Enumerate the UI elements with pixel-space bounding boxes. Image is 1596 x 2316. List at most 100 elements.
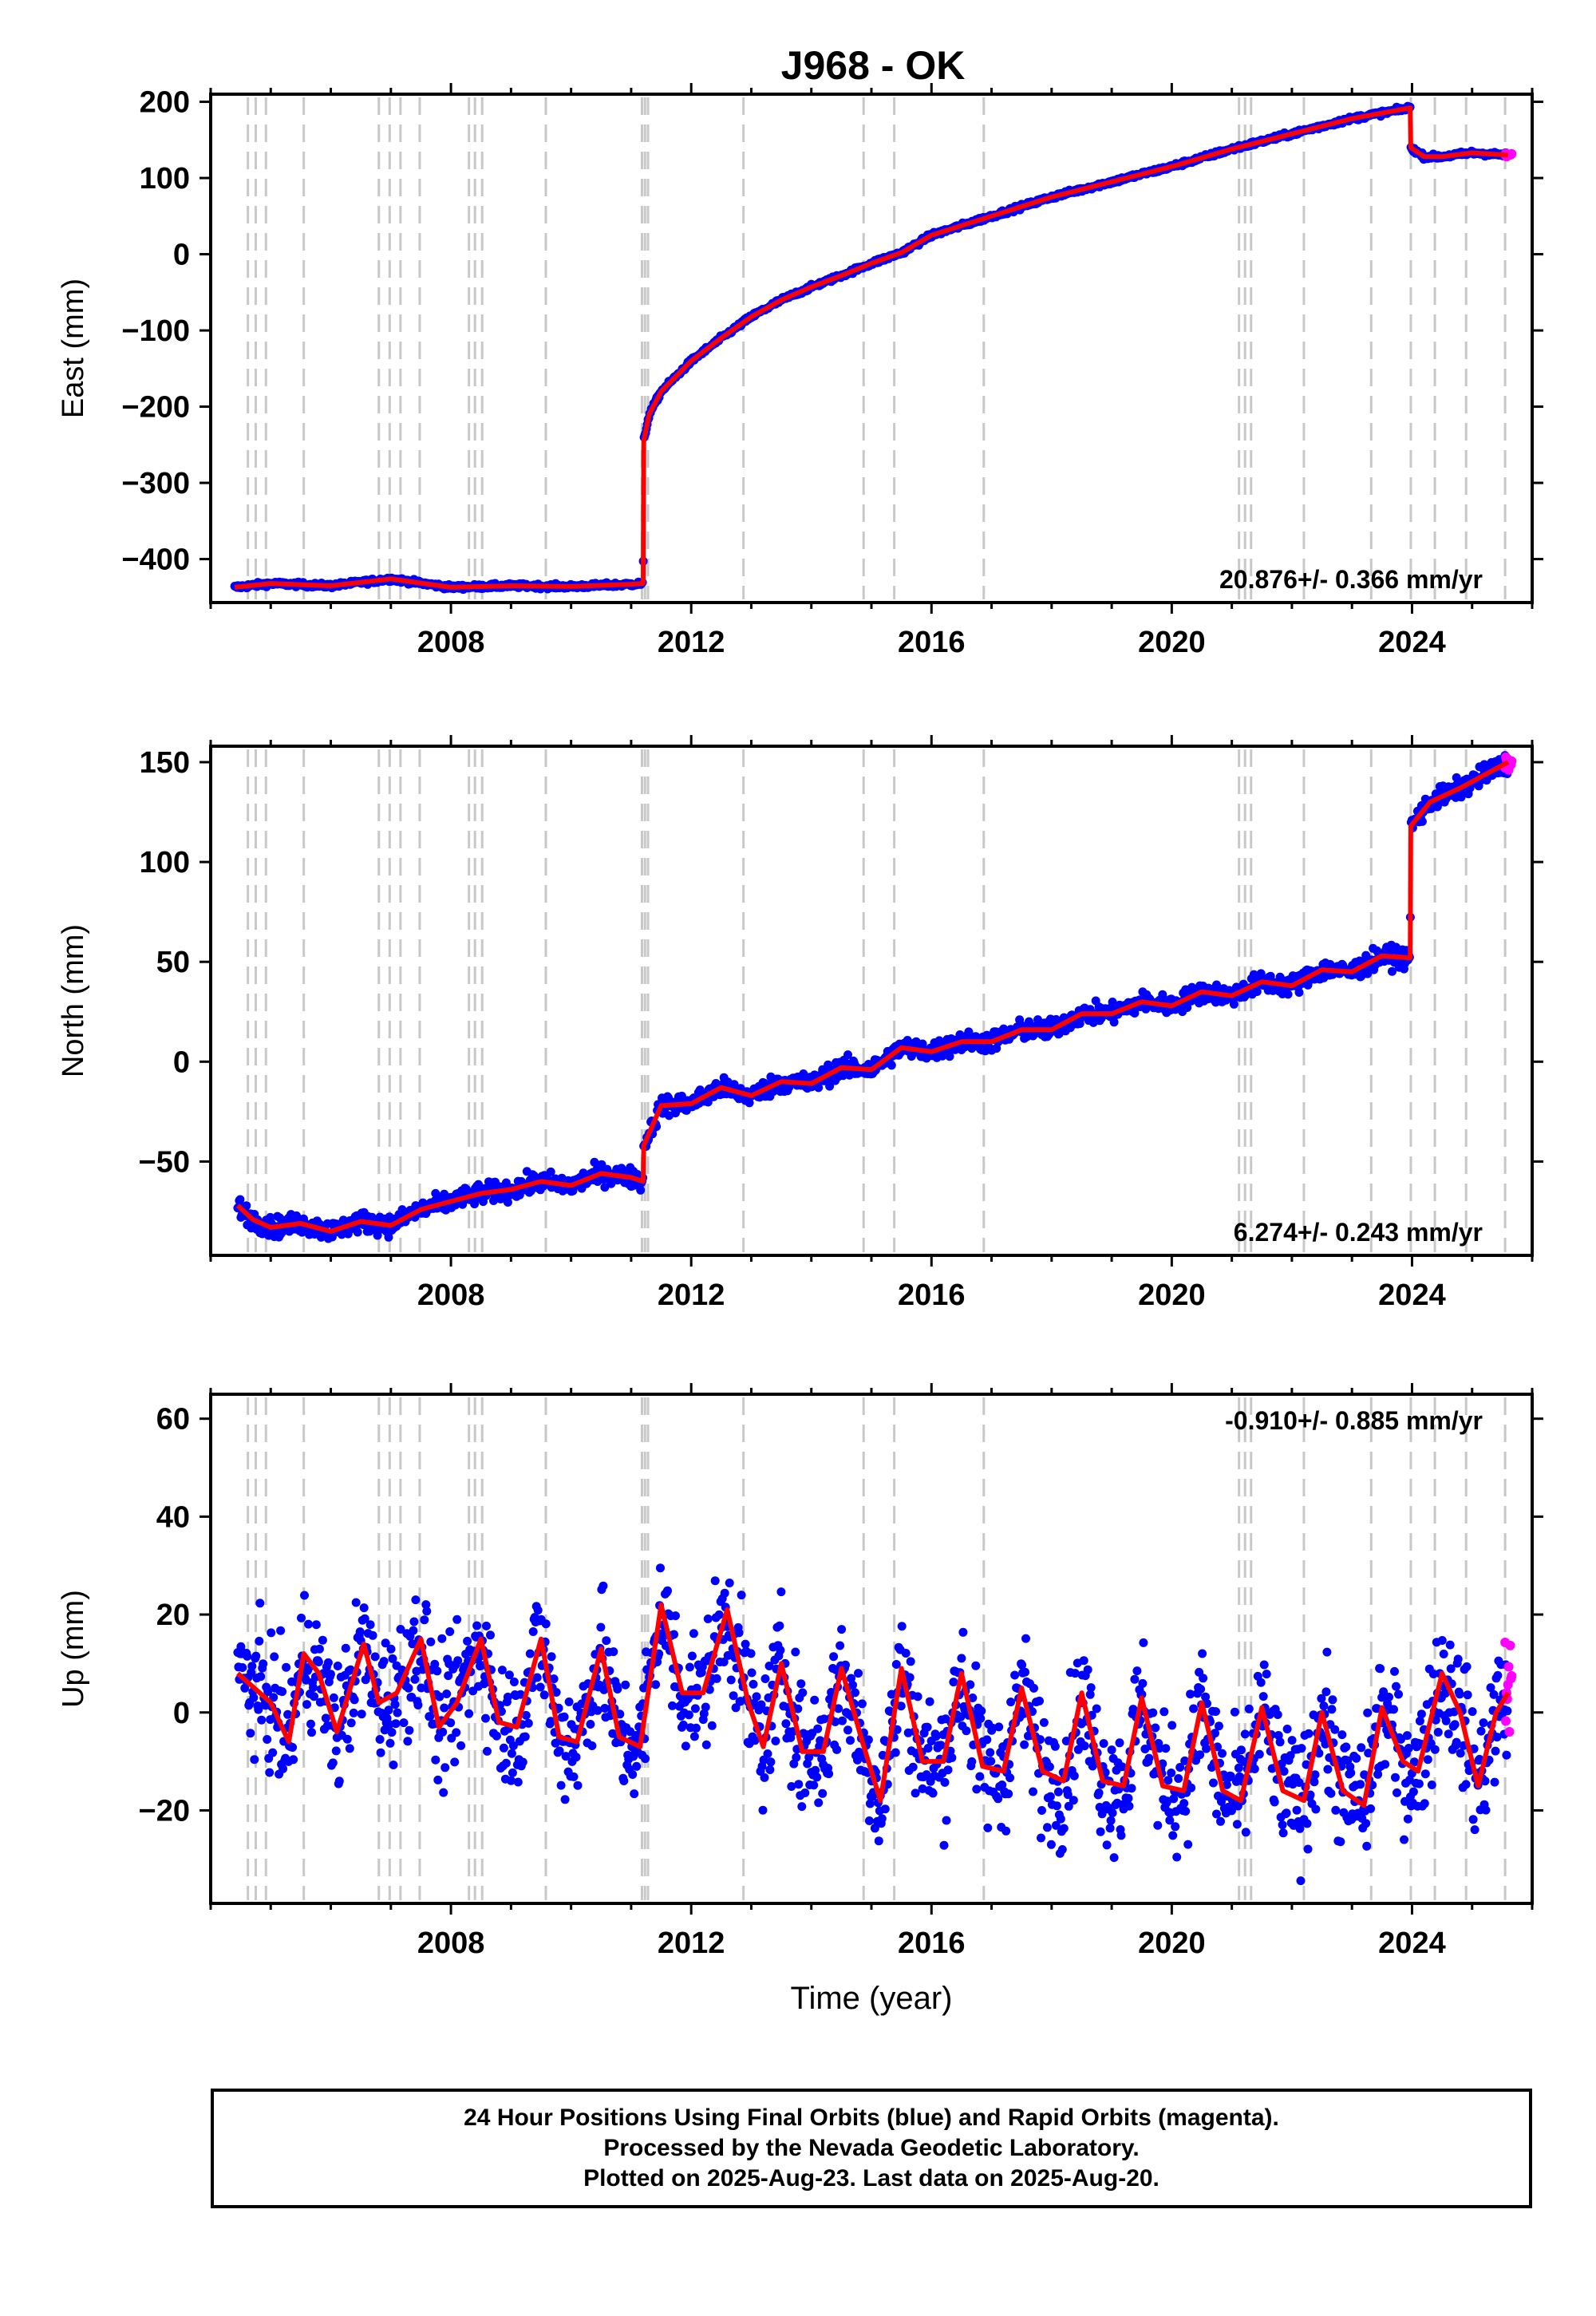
final-orbit-point bbox=[535, 1682, 545, 1692]
final-orbit-point bbox=[323, 1658, 333, 1667]
final-orbit-point bbox=[1230, 1707, 1239, 1717]
final-orbit-point bbox=[812, 1773, 822, 1782]
y-axis-label: North (mm) bbox=[57, 924, 90, 1077]
final-orbit-point bbox=[1099, 1739, 1108, 1749]
final-orbit-point bbox=[791, 1647, 800, 1657]
final-orbit-point bbox=[573, 1780, 583, 1790]
final-orbit-point bbox=[1278, 1820, 1287, 1830]
final-orbit-point bbox=[1341, 1742, 1351, 1752]
final-orbit-point bbox=[1282, 1808, 1291, 1818]
final-orbit-point bbox=[684, 1710, 693, 1720]
final-orbit-point bbox=[1393, 1788, 1401, 1797]
final-orbit-point bbox=[1303, 1844, 1313, 1854]
final-orbit-point bbox=[559, 1712, 569, 1721]
final-orbit-point bbox=[420, 1615, 429, 1625]
final-orbit-point bbox=[734, 1628, 744, 1638]
final-orbit-point bbox=[1106, 1816, 1116, 1825]
final-orbit-point bbox=[238, 1663, 247, 1672]
final-orbit-point bbox=[994, 1722, 1004, 1732]
final-orbit-point bbox=[1139, 1638, 1148, 1647]
final-orbit-point bbox=[1439, 1650, 1448, 1658]
final-orbit-point bbox=[525, 1649, 535, 1658]
final-orbit-point bbox=[1195, 1750, 1205, 1760]
final-orbit-point bbox=[760, 1674, 770, 1683]
final-orbit-point bbox=[1414, 1779, 1424, 1788]
final-orbit-point bbox=[906, 1657, 915, 1666]
final-orbit-point bbox=[440, 1763, 450, 1773]
final-orbit-point bbox=[409, 1617, 419, 1626]
final-orbit-point bbox=[685, 1662, 694, 1672]
final-orbit-point bbox=[311, 1620, 321, 1630]
final-orbit-point bbox=[1039, 1717, 1049, 1727]
final-orbit-point bbox=[426, 1637, 436, 1646]
final-orbit-point bbox=[431, 1755, 440, 1765]
final-orbit-point bbox=[464, 1709, 474, 1718]
final-orbit-point bbox=[1250, 1765, 1259, 1773]
final-orbit-point bbox=[379, 1657, 389, 1666]
final-orbit-point bbox=[1209, 1778, 1218, 1788]
final-orbit-point bbox=[279, 1764, 288, 1773]
final-orbit-point bbox=[560, 1795, 570, 1804]
final-orbit-point bbox=[1270, 1797, 1279, 1807]
y-tick-label: 150 bbox=[140, 746, 190, 780]
final-orbit-point bbox=[1187, 1783, 1196, 1792]
final-orbit-point bbox=[836, 1641, 845, 1650]
final-orbit-point bbox=[309, 1683, 318, 1693]
final-orbit-point bbox=[829, 1652, 839, 1662]
final-orbit-point bbox=[1319, 1701, 1329, 1711]
final-orbit-point bbox=[390, 1700, 400, 1709]
final-orbit-point bbox=[508, 1768, 517, 1777]
y-axis-label: East (mm) bbox=[57, 279, 90, 418]
final-orbit-point bbox=[263, 1735, 272, 1744]
final-orbit-point bbox=[687, 1651, 697, 1661]
x-tick-label: 2024 bbox=[1378, 626, 1446, 659]
final-orbit-point bbox=[569, 1772, 579, 1781]
final-orbit-point bbox=[1244, 1704, 1254, 1713]
final-orbit-point bbox=[913, 1692, 922, 1701]
final-orbit-point bbox=[1259, 1660, 1269, 1670]
final-orbit-point bbox=[710, 1576, 720, 1586]
final-orbit-point bbox=[1153, 1820, 1163, 1830]
final-orbit-point bbox=[798, 1688, 808, 1697]
final-orbit-point bbox=[1262, 1670, 1271, 1679]
final-orbit-point bbox=[1441, 1716, 1451, 1725]
final-orbit-point bbox=[587, 1741, 597, 1750]
final-orbit-point bbox=[726, 1675, 736, 1685]
final-orbit-point bbox=[440, 1703, 449, 1713]
final-orbit-point bbox=[1376, 1664, 1385, 1674]
final-orbit-point bbox=[403, 1737, 413, 1746]
final-orbit-point bbox=[1080, 1741, 1089, 1751]
final-orbit-point bbox=[1450, 1720, 1460, 1729]
final-orbit-point bbox=[967, 1757, 977, 1766]
final-orbit-point bbox=[818, 1788, 828, 1798]
final-orbit-point bbox=[1346, 1768, 1356, 1777]
final-orbit-point bbox=[763, 1749, 772, 1758]
final-orbit-point bbox=[1420, 1799, 1429, 1808]
final-orbit-point bbox=[268, 1748, 278, 1757]
final-orbit-point bbox=[328, 1758, 338, 1768]
final-orbit-point bbox=[341, 1643, 350, 1653]
final-orbit-point bbox=[342, 1734, 352, 1744]
final-orbit-point bbox=[598, 1581, 608, 1591]
final-orbit-point bbox=[1455, 1690, 1464, 1699]
final-orbit-point bbox=[1362, 1841, 1372, 1851]
final-orbit-point bbox=[453, 1656, 463, 1666]
final-orbit-point bbox=[321, 1713, 330, 1723]
final-orbit-point bbox=[1437, 1636, 1447, 1645]
final-orbit-point bbox=[1107, 1745, 1116, 1755]
final-orbit-point bbox=[539, 1690, 549, 1700]
final-orbit-point bbox=[349, 1708, 358, 1717]
final-orbit-point bbox=[1183, 1840, 1193, 1849]
final-orbit-point bbox=[259, 1659, 268, 1669]
final-orbit-point bbox=[326, 1670, 335, 1679]
final-orbit-point bbox=[334, 1777, 344, 1786]
final-orbit-point bbox=[810, 1695, 820, 1705]
final-orbit-point bbox=[1037, 1806, 1046, 1815]
final-orbit-point bbox=[851, 1688, 859, 1697]
final-orbit-point bbox=[1416, 1709, 1426, 1719]
final-orbit-point bbox=[355, 1627, 365, 1637]
final-orbit-point bbox=[1456, 1749, 1465, 1758]
final-orbit-point bbox=[1124, 1801, 1134, 1811]
final-orbit-point bbox=[1159, 1707, 1169, 1717]
final-orbit-point bbox=[1444, 1729, 1453, 1739]
